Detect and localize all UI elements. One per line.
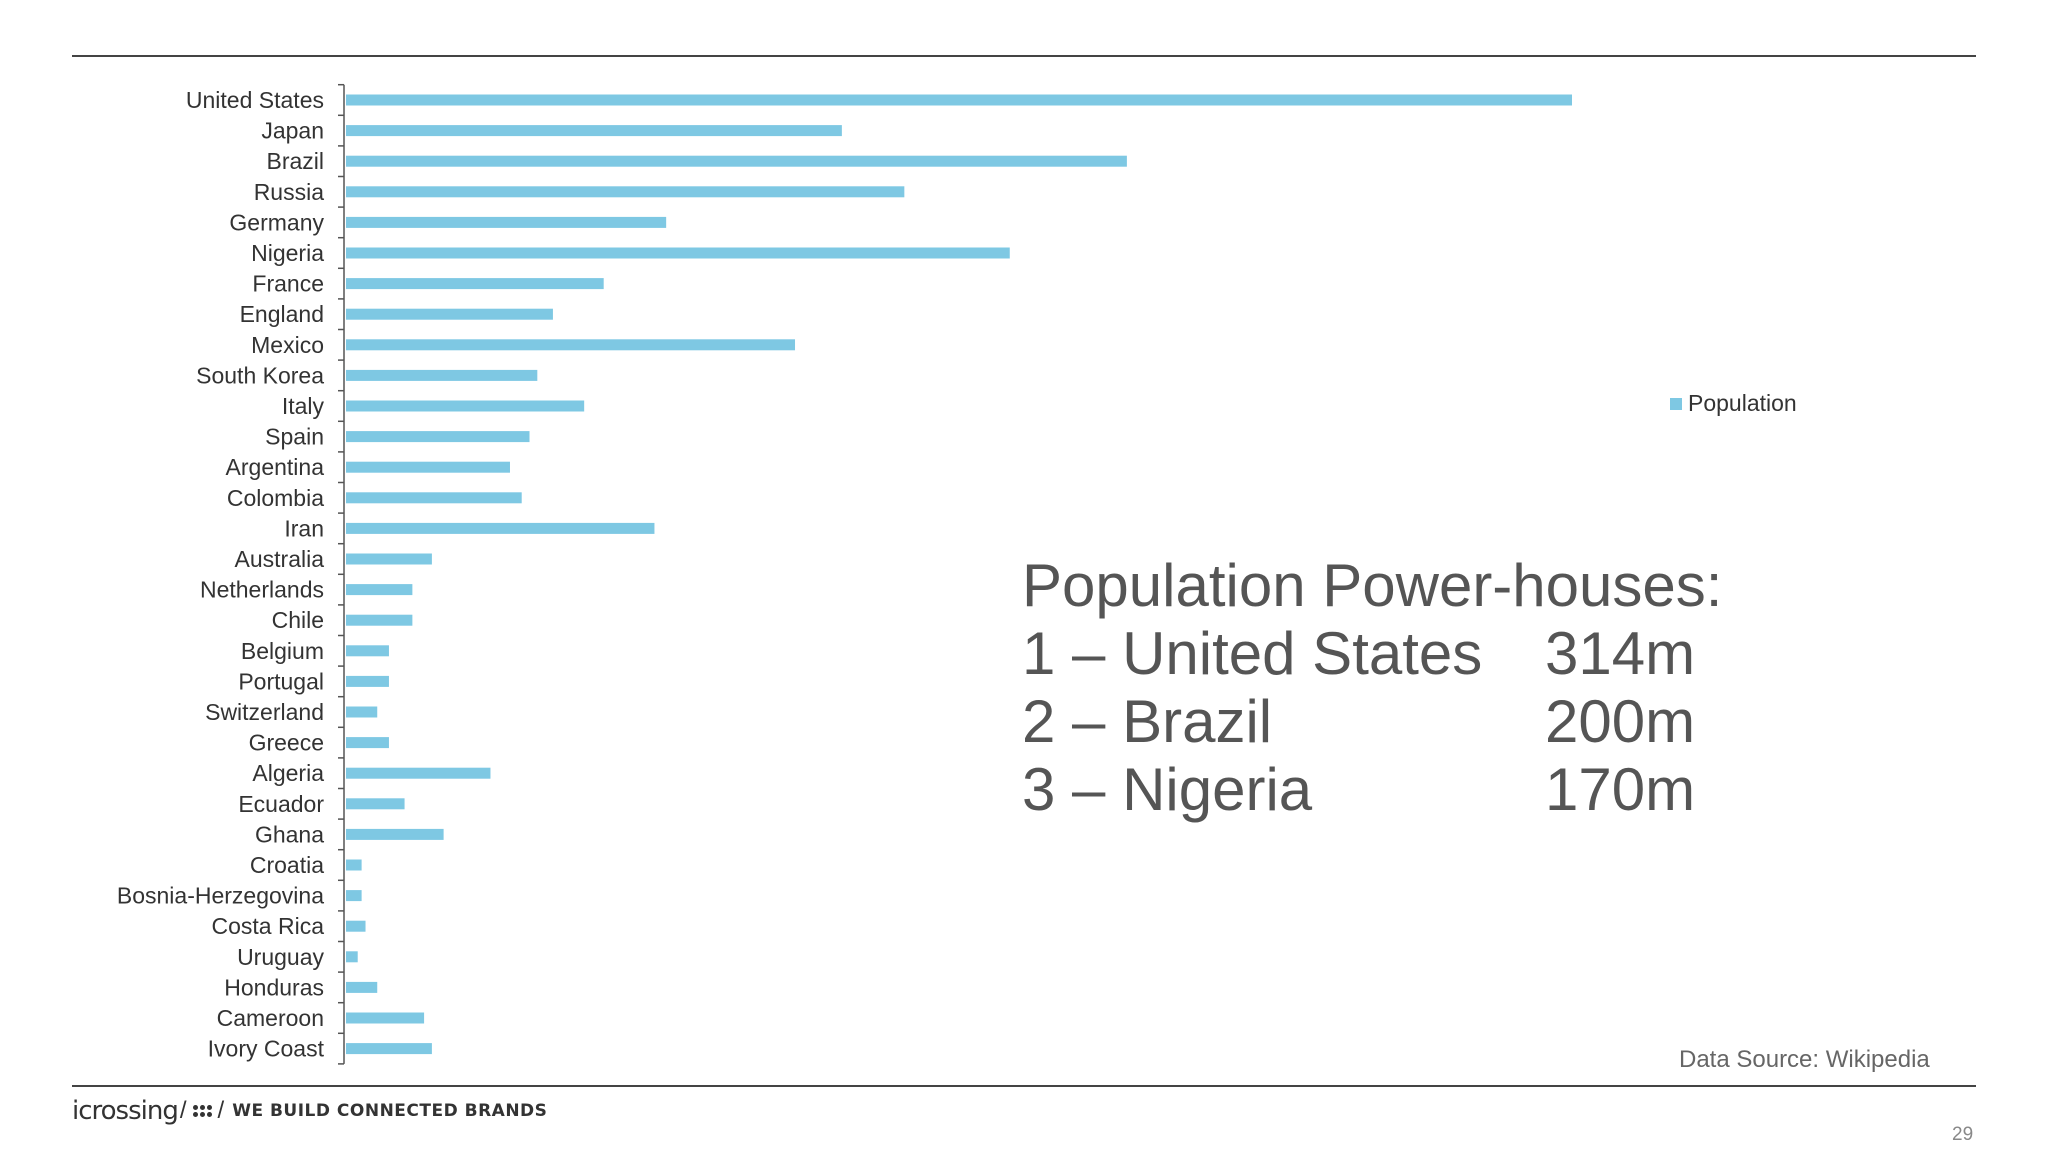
bar [346,614,413,626]
bar [346,553,432,565]
logo-tagline: WE BUILD CONNECTED BRANDS [232,1101,548,1121]
legend-label: Population [1688,390,1797,416]
logo-slash-icon: / [179,1097,187,1124]
data-source-note: Data Source: Wikipedia [1679,1046,1930,1073]
bar [346,308,553,320]
category-label: Australia [235,546,325,572]
category-label: Bosnia-Herzegovina [117,883,324,909]
category-label: Algeria [252,760,324,786]
bar [346,890,362,902]
category-label: Ivory Coast [208,1036,325,1062]
bar [346,125,842,137]
legend-swatch [1670,397,1682,410]
callout-row-value: 314m [1545,620,1696,687]
bar [346,645,389,657]
icrossing-logo: icrossing / / WE BUILD CONNECTED BRANDS [72,1096,547,1126]
category-label: Japan [261,118,324,144]
bar [346,920,366,932]
bar [346,278,604,290]
category-label: Mexico [251,332,324,358]
category-label: United States [186,87,324,113]
bar [346,737,389,749]
category-label: Honduras [224,974,324,1000]
bar [346,461,510,473]
bar [346,369,538,381]
bar [346,94,1572,106]
bar [346,828,444,840]
category-label: Chile [272,607,324,633]
category-label: Greece [249,730,324,756]
bar [346,216,667,228]
category-label: Iran [284,515,324,541]
bar [346,981,378,993]
bar [346,951,358,963]
category-label: Brazil [266,148,324,174]
callout-title: Population Power-houses: [1022,552,1723,619]
bar [346,339,796,351]
bar [346,859,362,871]
category-label: Portugal [238,668,324,694]
bottom-rule [72,1085,1976,1087]
top-rule [72,55,1976,57]
bar [346,798,405,810]
category-label: Germany [229,209,324,235]
category-label: South Korea [196,362,324,388]
category-label: Spain [265,424,324,450]
page-number: 29 [1952,1124,1974,1145]
callout-row-value: 170m [1545,756,1696,823]
bar [346,522,655,534]
category-label: Switzerland [205,699,324,725]
callout-row-name: 1 – United States [1022,620,1483,687]
bar [346,767,491,779]
category-label: Cameroon [217,1005,324,1031]
bar [346,706,378,718]
category-label: Ghana [255,821,324,847]
bar [346,431,530,443]
callout: Population Power-houses: 1 – United Stat… [1022,552,1722,824]
bar [346,492,522,504]
bar [346,1012,425,1024]
category-label: Uruguay [237,944,324,970]
bar [346,400,585,412]
bar [346,155,1127,167]
category-label: Colombia [227,485,324,511]
category-label: Belgium [241,638,324,664]
category-label: Italy [282,393,325,419]
category-label: Netherlands [200,577,324,603]
callout-row: 3 – Nigeria 170m [1022,756,1722,824]
bar [346,186,905,198]
bar [346,584,413,596]
logo-wordmark: icrossing [72,1096,179,1126]
callout-row: 1 – United States 314m [1022,620,1722,688]
logo-slash-icon: / [217,1097,225,1124]
category-label: France [252,271,324,297]
category-label: Ecuador [238,791,324,817]
bar [346,675,389,687]
callout-row-name: 2 – Brazil [1022,688,1273,755]
category-label: Russia [254,179,325,205]
category-label: Nigeria [251,240,324,266]
category-label: Croatia [250,852,324,878]
population-bar-chart: United States Japan Brazil Russia Germany Nig… [117,83,1572,1065]
callout-row-name: 3 – Nigeria [1022,756,1313,823]
bar [346,1043,432,1055]
bar [346,247,1010,259]
chart-legend: Population [1670,390,1797,417]
category-label: Argentina [226,454,325,480]
category-label: England [240,301,324,327]
callout-row: 2 – Brazil 200m [1022,688,1722,756]
callout-row-value: 200m [1545,688,1696,755]
category-label: Costa Rica [212,913,325,939]
logo-dots-icon [192,1105,212,1117]
